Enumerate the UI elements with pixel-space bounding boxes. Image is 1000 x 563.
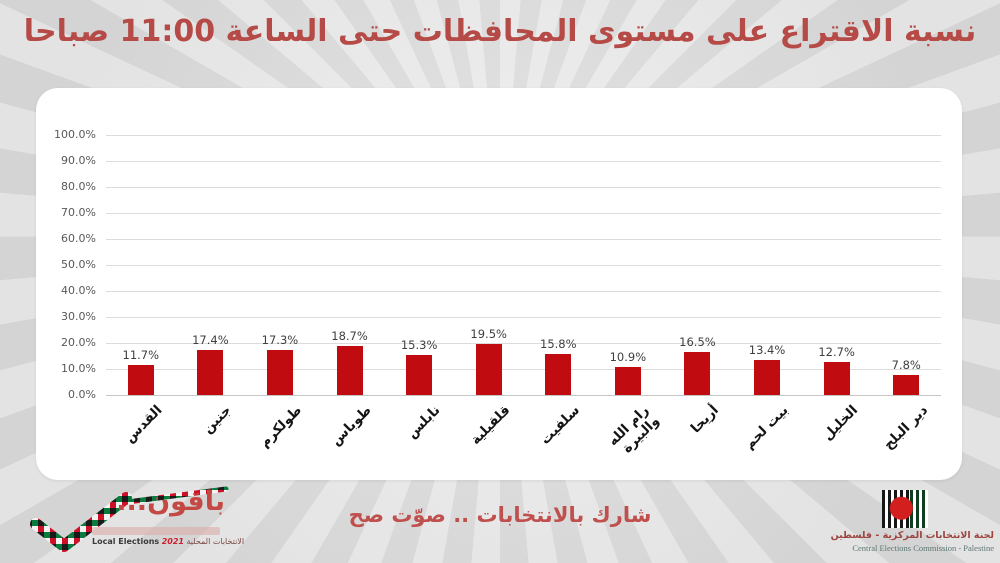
bar-value-label: 15.8% xyxy=(540,336,577,351)
y-tick-label: 50.0% xyxy=(61,258,96,271)
x-tick-label: دير البلح xyxy=(880,402,931,453)
bar-value-label: 16.5% xyxy=(679,335,716,350)
bar xyxy=(614,366,641,395)
y-tick-label: 70.0% xyxy=(61,206,96,219)
cec-flag-stripes-icon xyxy=(882,490,928,528)
election-year: 2021 xyxy=(161,537,184,546)
y-tick-label: 20.0% xyxy=(61,336,96,349)
x-tick-label: طولكرم xyxy=(256,402,305,451)
x-tick-label: سلفيت xyxy=(537,402,583,448)
x-tick-label: جنين xyxy=(200,402,235,437)
bar-value-label: 17.3% xyxy=(261,333,299,348)
bar xyxy=(406,355,433,395)
y-tick-label: 30.0% xyxy=(61,310,96,323)
baqoon-wordmark: باقون... xyxy=(116,486,225,517)
grid-line xyxy=(106,161,941,162)
bar-value-label: 19.5% xyxy=(470,327,507,342)
y-tick-label: 60.0% xyxy=(61,232,96,245)
cec-name-english: Central Elections Commission - Palestine xyxy=(852,543,994,553)
chart-card: 0.0% 10.0% 20.0% 30.0% 40.0% 50.0% 60.0% 70.0% 8… xyxy=(36,88,962,480)
x-tick-label: بيت لحم xyxy=(741,402,792,453)
grid-line xyxy=(106,291,941,292)
bar-value-label: 17.4% xyxy=(192,332,229,347)
bar xyxy=(823,361,850,395)
grid-line xyxy=(106,239,941,240)
bar xyxy=(893,374,920,395)
bar xyxy=(475,344,502,395)
bar xyxy=(266,350,293,395)
grid-line xyxy=(106,187,941,188)
grid-line xyxy=(106,135,941,136)
grid-line xyxy=(106,265,941,266)
bar-chart: 0.0% 10.0% 20.0% 30.0% 40.0% 50.0% 60.0% 70.0% 8… xyxy=(36,88,962,480)
cec-name-arabic: لجنة الانتخابات المركزية - فلسطين xyxy=(830,530,994,541)
grid-line xyxy=(106,369,941,370)
local-elections-arabic-label: الانتخابات المحلية xyxy=(186,537,245,546)
bar xyxy=(127,364,154,395)
x-axis-line xyxy=(106,395,941,396)
y-tick-label: 10.0% xyxy=(61,362,96,375)
bar-value-label: 11.7% xyxy=(122,347,160,362)
x-tick-label: أريحا xyxy=(687,402,723,437)
bar xyxy=(336,346,363,395)
flag-checkmark-icon xyxy=(30,486,229,552)
bar-value-label: 13.4% xyxy=(748,343,786,358)
bar-value-label: 18.7% xyxy=(331,329,368,344)
bar-value-label: 12.7% xyxy=(818,344,855,359)
y-tick-label: 0.0% xyxy=(68,388,96,401)
cec-logo: لجنة الانتخابات المركزية - فلسطين Centra… xyxy=(824,488,996,558)
bar xyxy=(754,360,781,395)
bar-value-label: 7.8% xyxy=(891,357,921,372)
campaign-slogan: شارك بالانتخابات .. صوّت صح xyxy=(348,503,652,527)
bar xyxy=(197,349,224,395)
baqoon-underline-strip xyxy=(92,527,220,535)
x-tick-label: طوباس xyxy=(327,402,375,449)
bar-value-label: 15.3% xyxy=(400,338,438,353)
x-tick-label: قلقيلية xyxy=(467,402,514,449)
bar xyxy=(545,353,572,395)
x-tick-label: رام الله والبيرة xyxy=(605,402,664,457)
local-elections-label: Local Elections xyxy=(92,537,160,546)
page-title: نسبة الاقتراع على مستوى المحافظات حتى ال… xyxy=(23,14,977,49)
x-tick-label: الخليل xyxy=(819,402,862,444)
baqoon-logo: باقون... Local Elections 2021 الانتخابات… xyxy=(26,484,245,560)
grid-line xyxy=(106,213,941,214)
grid-line xyxy=(106,317,941,318)
baqoon-subline: Local Elections 2021 الانتخابات المحلية xyxy=(92,537,245,546)
bar xyxy=(684,352,711,395)
y-tick-label: 100.0% xyxy=(54,128,96,141)
grid-line xyxy=(106,343,941,344)
bar-value-label: 10.9% xyxy=(609,349,647,364)
y-tick-label: 80.0% xyxy=(61,180,96,193)
x-tick-label: القدس xyxy=(121,402,166,447)
y-tick-label: 90.0% xyxy=(61,154,96,167)
y-tick-label: 40.0% xyxy=(61,284,96,297)
x-tick-label: نابلس xyxy=(404,402,444,442)
